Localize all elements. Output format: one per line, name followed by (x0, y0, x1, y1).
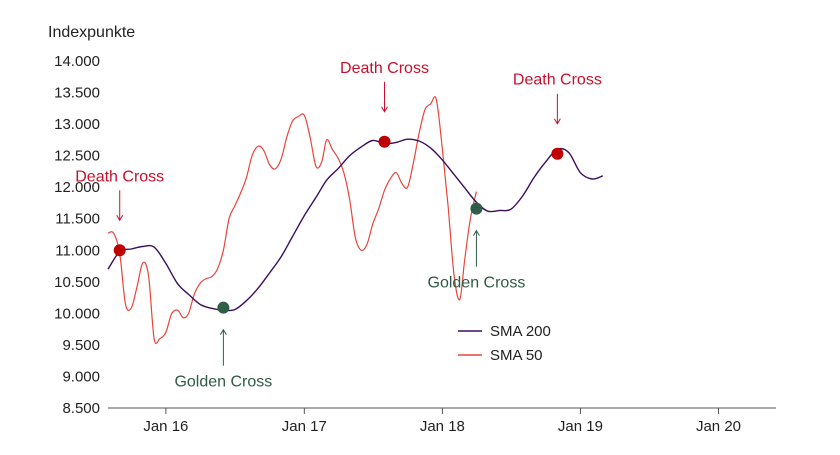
annotation-arrowhead (472, 229, 480, 236)
x-tick-label: Jan 16 (143, 418, 188, 435)
death-cross-marker (378, 135, 391, 148)
x-axis: Jan 16 Jan 17 Jan 18 Jan 19 Jan 20 (143, 408, 741, 435)
x-tick-label: Jan 18 (420, 418, 465, 435)
legend-label: SMA 200 (490, 323, 551, 340)
y-tick-label: 13.000 (54, 116, 100, 133)
y-tick-label: 11.000 (55, 242, 100, 259)
series-line-sma-50 (107, 96, 477, 345)
y-tick-label: 10.000 (54, 305, 100, 322)
y-tick-label: 12.000 (54, 179, 100, 196)
y-tick-label: 12.500 (54, 148, 100, 165)
annotation-label-death-cross: Death Cross (75, 168, 164, 185)
death-cross-marker (551, 147, 564, 160)
x-tick-label: Jan 17 (282, 418, 327, 435)
y-axis-label: Indexpunkte (48, 24, 135, 41)
legend-label: SMA 50 (490, 347, 543, 364)
annotation-arrowhead (381, 106, 388, 113)
golden-cross-marker (217, 301, 230, 314)
y-tick-label: 8.500 (62, 400, 100, 417)
death-cross-marker (113, 244, 126, 257)
y-axis: 14.000 13.500 13.000 12.500 12.000 11.500 11.0… (54, 53, 100, 417)
annotation-arrowhead (219, 328, 227, 335)
annotation-label-death-cross: Death Cross (513, 72, 602, 89)
y-tick-label: 13.500 (54, 85, 100, 102)
annotation-layer: Death Cross Golden Cross Death Cross Golden… (75, 60, 602, 391)
annotation-label-death-cross: Death Cross (340, 60, 429, 77)
x-tick-label: Jan 20 (696, 418, 741, 435)
annotation-arrowhead (116, 215, 124, 222)
y-tick-label: 9.500 (62, 337, 100, 354)
y-tick-label: 9.000 (62, 368, 100, 385)
legend: SMA 200 SMA 50 (458, 323, 551, 364)
y-tick-label: 14.000 (54, 53, 100, 70)
series-line-sma-200 (107, 138, 604, 312)
x-tick-label: Jan 19 (558, 418, 603, 435)
annotation-label-golden-cross: Golden Cross (174, 374, 272, 391)
annotation-label-golden-cross: Golden Cross (428, 275, 526, 292)
y-tick-label: 10.500 (54, 274, 100, 291)
annotation-arrowhead (553, 118, 561, 125)
series-layer (107, 96, 604, 345)
y-tick-label: 11.500 (55, 211, 100, 228)
golden-cross-marker (470, 202, 483, 215)
